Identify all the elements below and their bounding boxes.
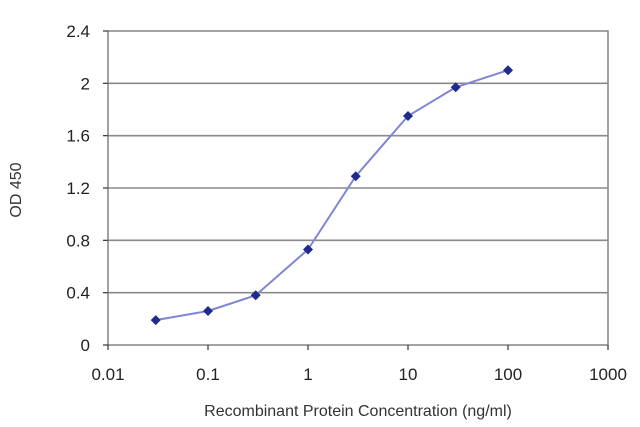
data-point	[303, 244, 313, 255]
x-axis-title: Recombinant Protein Concentration (ng/ml…	[204, 403, 512, 420]
data-point	[203, 305, 213, 316]
y-axis: 0 0.4 0.8 1.2 1.6 2 2.4	[66, 22, 108, 355]
y-tick-label: 0.8	[66, 231, 90, 250]
x-tick-label: 10	[399, 365, 418, 384]
data-point	[250, 290, 261, 301]
y-tick-label: 0.4	[66, 284, 90, 303]
y-tick-label: 2	[81, 74, 90, 93]
x-tick-label: 100	[494, 365, 522, 384]
data-point	[150, 315, 161, 326]
y-tick-label: 2.4	[66, 22, 90, 41]
y-axis-title: OD 450	[8, 162, 25, 217]
x-tick-label: 1000	[589, 365, 627, 384]
series-layer	[150, 65, 513, 326]
x-tick-label: 1	[303, 365, 312, 384]
data-point	[403, 111, 413, 122]
data-point	[503, 65, 513, 76]
y-tick-label: 1.2	[66, 179, 90, 198]
data-point	[450, 82, 461, 93]
x-tick-label: 0.01	[91, 365, 124, 384]
y-tick-label: 1.6	[66, 127, 90, 146]
x-tick-label: 0.1	[196, 365, 220, 384]
plot-area	[107, 30, 609, 346]
y-tick-label: 0	[81, 336, 90, 355]
data-point	[350, 171, 361, 182]
series-line	[155, 69, 509, 322]
x-axis: 0.01 0.1 1 10 100 1000	[91, 345, 627, 384]
